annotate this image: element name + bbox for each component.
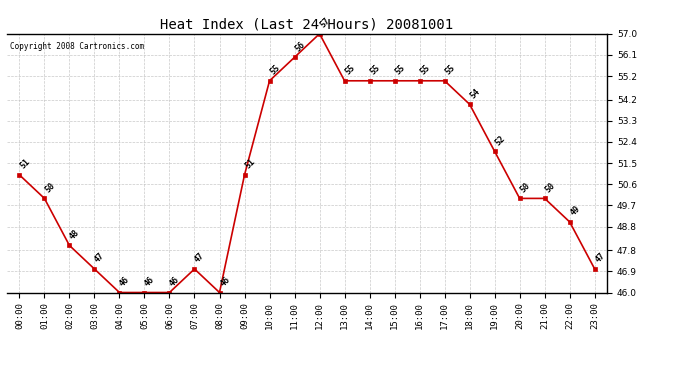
Text: 55: 55 [393,63,406,76]
Text: 55: 55 [418,63,432,76]
Text: 55: 55 [368,63,382,76]
Text: 55: 55 [343,63,357,76]
Text: 47: 47 [593,251,607,265]
Text: 55: 55 [443,63,457,76]
Text: 47: 47 [93,251,106,265]
Text: Copyright 2008 Cartronics.com: Copyright 2008 Cartronics.com [10,42,144,51]
Text: 52: 52 [493,134,506,147]
Text: 51: 51 [243,157,257,171]
Text: 48: 48 [68,228,81,241]
Text: 46: 46 [143,275,157,288]
Text: 51: 51 [18,157,32,171]
Text: 47: 47 [193,251,206,265]
Text: 46: 46 [218,275,232,288]
Text: 57: 57 [318,16,332,30]
Title: Heat Index (Last 24 Hours) 20081001: Heat Index (Last 24 Hours) 20081001 [161,17,453,31]
Text: 55: 55 [268,63,282,76]
Text: 56: 56 [293,40,306,53]
Text: 50: 50 [43,181,57,194]
Text: 46: 46 [168,275,181,288]
Text: 49: 49 [569,204,582,218]
Text: 54: 54 [469,87,482,100]
Text: 46: 46 [118,275,132,288]
Text: 50: 50 [518,181,532,194]
Text: 50: 50 [543,181,557,194]
